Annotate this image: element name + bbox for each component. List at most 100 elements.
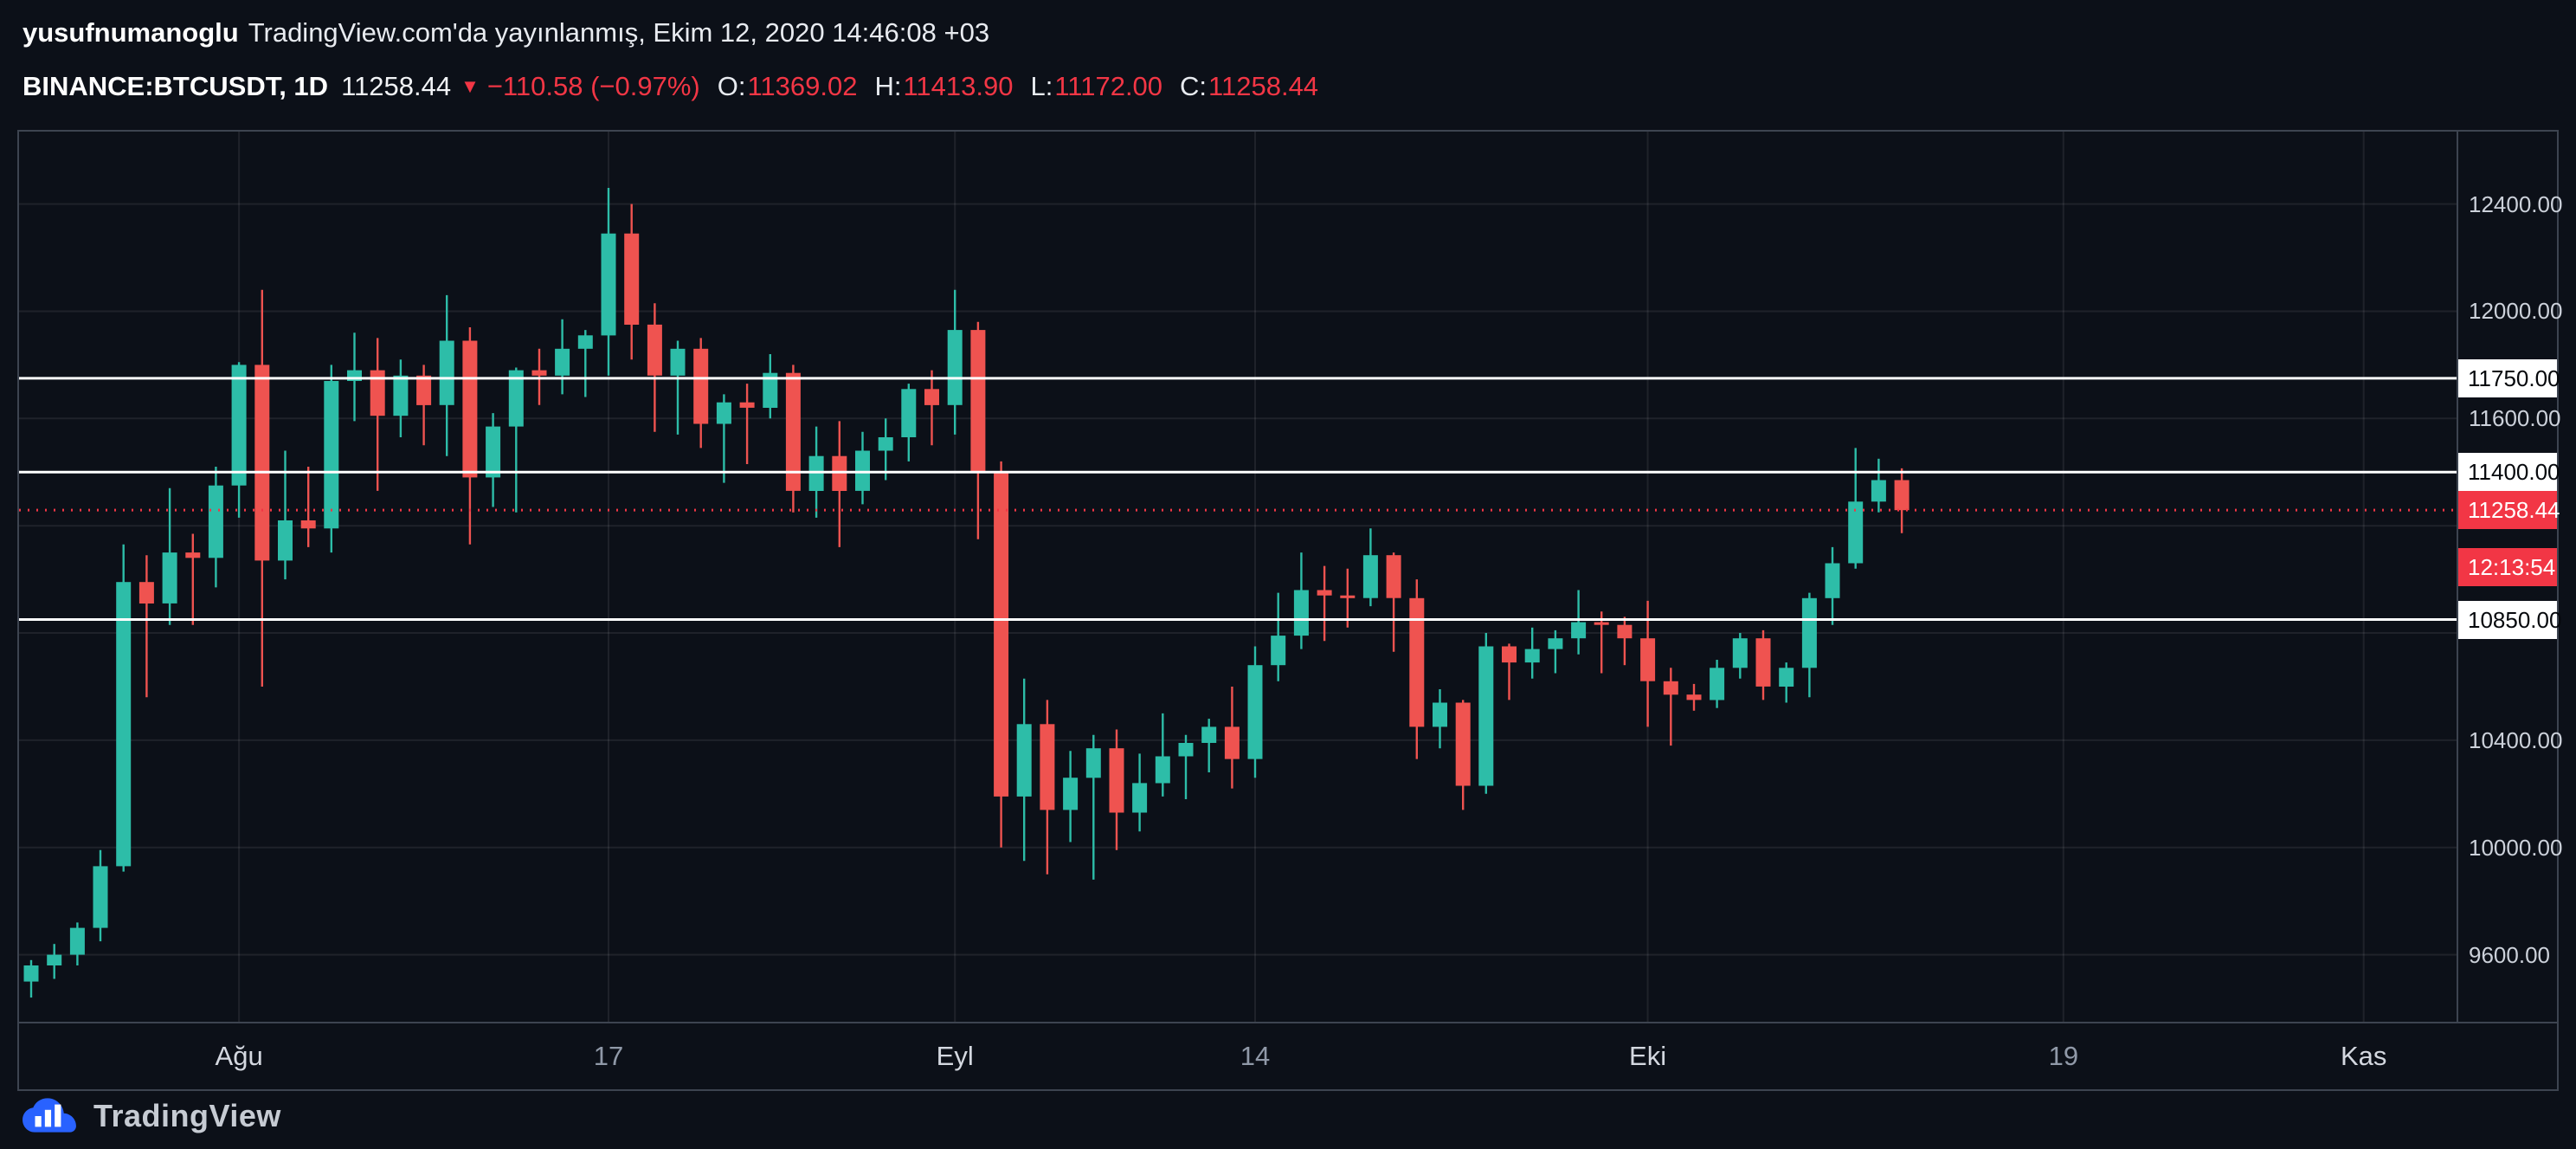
candle bbox=[1109, 729, 1124, 850]
symbol-title: BINANCE:BTCUSDT, 1D bbox=[23, 71, 329, 101]
candle bbox=[1663, 668, 1678, 746]
candle bbox=[1201, 719, 1217, 772]
candle bbox=[1594, 611, 1609, 674]
candle bbox=[1247, 646, 1263, 778]
candle bbox=[1293, 552, 1309, 649]
price-axis-label: 11600.00 bbox=[2469, 405, 2561, 432]
candle bbox=[1478, 633, 1494, 794]
candle bbox=[555, 319, 570, 395]
symbol-line: BINANCE:BTCUSDT, 1D 11258.44 ▼ −110.58 (… bbox=[23, 71, 1318, 102]
price-axis-label: 9600.00 bbox=[2469, 941, 2550, 968]
candle bbox=[1063, 751, 1079, 842]
candle bbox=[23, 959, 39, 998]
candle bbox=[324, 365, 339, 553]
triangle-down-icon: ▼ bbox=[460, 75, 480, 97]
candle bbox=[508, 367, 524, 513]
last-price: 11258.44 bbox=[341, 71, 452, 101]
candle bbox=[670, 340, 686, 435]
candle bbox=[1710, 660, 1725, 708]
candle bbox=[531, 348, 547, 405]
candle bbox=[278, 450, 293, 580]
candle bbox=[647, 303, 662, 432]
candle bbox=[878, 418, 893, 481]
price-axis-label: 12000.00 bbox=[2469, 298, 2563, 325]
candle bbox=[601, 188, 616, 376]
candle bbox=[1524, 627, 1540, 679]
level-price-box: 11750.00 bbox=[2458, 358, 2560, 397]
time-axis-label: 19 bbox=[2048, 1041, 2079, 1071]
price-axis-label: 12400.00 bbox=[2469, 190, 2563, 217]
candle bbox=[1640, 600, 1656, 727]
candle bbox=[947, 289, 963, 435]
candle bbox=[1686, 683, 1702, 711]
author-name: yusufnumanoglu bbox=[23, 17, 239, 48]
candle bbox=[1040, 700, 1055, 875]
time-axis-label: Eki bbox=[1629, 1041, 1667, 1071]
time-axis-label: 17 bbox=[593, 1041, 624, 1071]
low-label: L: bbox=[1030, 71, 1053, 101]
high-label: H: bbox=[874, 71, 902, 101]
candle bbox=[924, 370, 939, 446]
candle bbox=[93, 849, 108, 942]
candle bbox=[1502, 643, 1517, 700]
candle bbox=[1755, 629, 1771, 700]
bar-countdown-box: 12:13:54 bbox=[2458, 548, 2557, 587]
candle bbox=[1386, 552, 1401, 652]
candle bbox=[162, 487, 177, 625]
candle bbox=[624, 203, 640, 360]
candle bbox=[462, 327, 478, 545]
level-price-box: 11400.00 bbox=[2458, 453, 2560, 492]
candlestick-chart[interactable] bbox=[19, 132, 2458, 1023]
candle bbox=[1732, 633, 1748, 679]
time-axis-label: Ağu bbox=[215, 1041, 263, 1071]
candle bbox=[370, 338, 385, 491]
candle bbox=[1362, 528, 1378, 607]
ohlc-open: O:11369.02 bbox=[718, 71, 858, 102]
candle bbox=[1016, 678, 1032, 862]
candle bbox=[1132, 753, 1148, 832]
price-axis[interactable]: 12400.00 12000.00 11600.00 10400.00 10000.00… bbox=[2458, 132, 2562, 1023]
candle bbox=[416, 365, 432, 446]
candle bbox=[832, 421, 847, 547]
candle bbox=[300, 467, 316, 547]
open-value: 11369.02 bbox=[747, 71, 858, 101]
candle bbox=[185, 533, 201, 625]
price-axis-label: 10000.00 bbox=[2469, 834, 2563, 861]
candle bbox=[693, 338, 709, 449]
candle bbox=[69, 922, 85, 965]
publish-info: TradingView.com'da yayınlanmış, Ekim 12,… bbox=[248, 17, 990, 48]
candle bbox=[439, 294, 454, 456]
candle bbox=[739, 384, 755, 464]
ohlc-low: L:11172.00 bbox=[1030, 71, 1162, 102]
candle bbox=[855, 431, 870, 505]
candle bbox=[1894, 468, 1909, 533]
candle bbox=[577, 330, 593, 397]
candle bbox=[1548, 629, 1563, 674]
candle bbox=[1571, 590, 1587, 655]
candle bbox=[1317, 565, 1332, 642]
candle bbox=[994, 461, 1009, 848]
time-axis-label: Kas bbox=[2340, 1041, 2387, 1071]
candle bbox=[785, 365, 801, 513]
candle bbox=[1779, 662, 1794, 703]
candle bbox=[1871, 458, 1886, 513]
candle bbox=[1409, 579, 1425, 759]
candle bbox=[1178, 734, 1194, 799]
tradingview-logo-icon[interactable] bbox=[21, 1098, 78, 1134]
time-axis[interactable]: Ağu 17 Eyl 14 Eki 19 Kas bbox=[19, 1023, 2557, 1091]
candle bbox=[254, 289, 270, 687]
candle bbox=[1801, 592, 1817, 698]
candle bbox=[1271, 592, 1286, 681]
candle bbox=[393, 359, 409, 437]
candle bbox=[716, 394, 731, 483]
candle bbox=[1340, 568, 1356, 628]
candle bbox=[1155, 713, 1170, 797]
candle bbox=[1848, 448, 1864, 569]
price-change: −110.58 (−0.97%) bbox=[486, 71, 700, 101]
candle bbox=[1433, 689, 1447, 749]
candle bbox=[970, 321, 986, 539]
candle bbox=[116, 544, 132, 872]
candle bbox=[1085, 734, 1101, 880]
low-value: 11172.00 bbox=[1054, 71, 1163, 101]
open-label: O: bbox=[717, 71, 746, 101]
